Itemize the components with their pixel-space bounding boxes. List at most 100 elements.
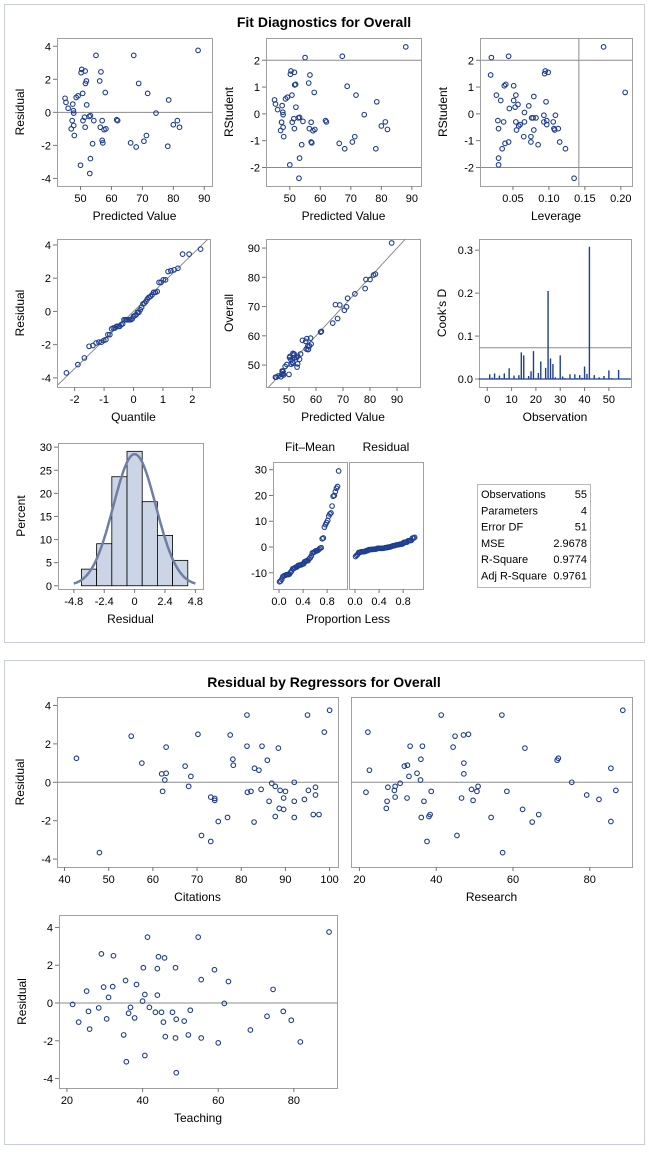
data-point	[311, 126, 318, 133]
y-axis-label: Residual	[13, 759, 27, 806]
x-tick-label: 0.05	[502, 193, 523, 205]
data-point	[323, 119, 330, 125]
data-point	[294, 361, 301, 367]
plot-frame	[479, 239, 632, 388]
data-point	[308, 341, 314, 347]
data-point	[85, 1008, 92, 1015]
data-point	[244, 789, 251, 796]
data-point	[543, 121, 550, 128]
y-tick-label: 20	[255, 490, 267, 502]
data-point	[506, 105, 513, 112]
data-point	[452, 733, 458, 740]
data-point	[310, 811, 317, 818]
data-point	[133, 144, 140, 150]
data-point	[418, 756, 424, 763]
data-point	[384, 126, 391, 133]
data-point	[86, 170, 93, 177]
y-tick-label: 2	[45, 273, 51, 285]
y-tick-label: 4	[45, 700, 51, 712]
data-point	[304, 712, 311, 718]
x-tick-label: 0.20	[610, 193, 631, 205]
data-point	[363, 789, 369, 796]
data-point	[365, 729, 371, 736]
data-point	[613, 787, 619, 794]
data-point	[529, 819, 536, 825]
data-point	[122, 977, 129, 984]
data-point	[454, 832, 460, 839]
data-point	[362, 285, 369, 292]
data-point	[83, 102, 90, 108]
histogram-bar	[126, 450, 143, 587]
data-point	[533, 115, 539, 121]
data-point	[458, 795, 465, 801]
y-tick-label: -2	[464, 163, 474, 175]
data-point	[302, 338, 309, 345]
data-point	[215, 818, 222, 825]
data-point	[105, 994, 112, 1001]
data-point	[543, 117, 550, 124]
data-point	[336, 302, 343, 308]
x-tick-label: 2	[189, 394, 195, 406]
plot-frame	[480, 38, 633, 187]
data-point	[277, 787, 283, 794]
x-tick-label: 60	[212, 1095, 224, 1107]
data-point	[583, 792, 590, 798]
x-tick-label: 50	[284, 193, 296, 205]
data-point	[297, 351, 304, 357]
data-point	[182, 763, 188, 770]
x-tick-label: 80	[364, 394, 376, 406]
data-point	[419, 743, 426, 750]
data-point	[142, 991, 148, 998]
data-point	[73, 755, 80, 762]
data-point	[495, 155, 502, 161]
x-tick-label: 80	[375, 193, 387, 205]
x-tick-label: 20	[353, 874, 365, 886]
data-point	[256, 767, 262, 774]
data-point	[114, 117, 121, 124]
data-point	[286, 371, 292, 378]
data-point	[327, 511, 333, 517]
x-tick-label: 4.8	[188, 596, 203, 608]
x-tick-label: 0.4	[295, 596, 310, 608]
data-point	[308, 119, 315, 126]
data-point	[162, 1033, 169, 1040]
x-axis-label: Proportion Less	[306, 612, 390, 626]
spread-panel-header: Fit–Mean	[285, 440, 335, 454]
x-tick-label: 0	[132, 596, 138, 608]
y-tick-label: 30	[40, 442, 52, 454]
data-point	[275, 745, 282, 751]
x-tick-label: 90	[391, 394, 403, 406]
data-point	[475, 783, 481, 790]
plot-area	[351, 707, 632, 856]
chart-residual-qq: -2 -1 0 1 2 -4 -2 0 2 4 Quantile Residual	[13, 239, 211, 424]
plot-area	[73, 450, 196, 587]
data-point	[152, 1009, 159, 1016]
y-tick-label: 0	[261, 542, 267, 554]
y-tick-label: 2	[468, 55, 474, 67]
fit-statistic-label: Parameters	[481, 505, 538, 517]
data-point	[317, 329, 324, 336]
data-point	[308, 139, 315, 146]
data-point	[383, 805, 390, 812]
data-point	[608, 818, 614, 825]
x-tick-label: 30	[554, 394, 566, 406]
plot-frame	[273, 462, 348, 590]
data-point	[329, 320, 336, 326]
x-tick-label: 40	[430, 874, 442, 886]
x-tick-label: 40	[58, 874, 70, 886]
data-point	[312, 792, 319, 798]
y-tick-label: 60	[248, 331, 260, 343]
data-point	[86, 1026, 93, 1032]
data-point	[106, 331, 113, 338]
data-point	[519, 806, 526, 813]
data-point	[99, 140, 106, 146]
y-tick-label: 2	[47, 960, 53, 972]
data-point	[499, 145, 506, 152]
data-point	[353, 92, 359, 98]
data-point	[280, 133, 287, 140]
data-point	[161, 777, 168, 783]
data-point	[198, 832, 205, 839]
data-point	[316, 811, 322, 818]
data-point	[90, 117, 97, 124]
y-tick-label: 50	[248, 360, 260, 372]
